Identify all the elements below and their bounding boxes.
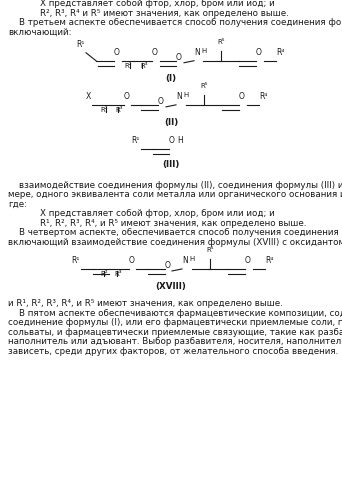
Text: R¹: R¹ — [76, 40, 84, 49]
Text: O: O — [245, 256, 251, 265]
Text: (III): (III) — [162, 160, 180, 169]
Text: В четвертом аспекте, обеспечивается способ получения соединения формулы (I),: В четвертом аспекте, обеспечивается спос… — [8, 228, 342, 237]
Text: где:: где: — [8, 200, 27, 209]
Text: (XVIII): (XVIII) — [156, 282, 186, 291]
Text: R¹: R¹ — [71, 256, 79, 265]
Text: (I): (I) — [166, 74, 176, 82]
Text: R²: R² — [100, 271, 108, 277]
Text: R⁴: R⁴ — [265, 256, 273, 265]
Text: R²: R² — [100, 107, 108, 113]
Text: O: O — [176, 52, 182, 62]
Text: наполнитель или адъювант. Выбор разбавителя, носителя, наполнителя и адъюванта б: наполнитель или адъювант. Выбор разбавит… — [8, 337, 342, 346]
Text: O: O — [165, 261, 171, 270]
Text: мере, одного эквивалента соли металла или органического основания или их комбина: мере, одного эквивалента соли металла ил… — [8, 190, 342, 200]
Text: N: N — [176, 92, 182, 101]
Text: R⁴: R⁴ — [259, 92, 267, 101]
Text: O: O — [256, 48, 262, 56]
Text: O: O — [158, 97, 164, 106]
Text: соединение формулы (I), или его фармацевтически приемлемые соли, гидраты или: соединение формулы (I), или его фармацев… — [8, 318, 342, 327]
Text: взаимодействие соединения формулы (II), соединения формулы (III) и, по крайней: взаимодействие соединения формулы (II), … — [8, 181, 342, 190]
Text: H: H — [183, 92, 188, 98]
Text: N: N — [182, 256, 188, 265]
Text: R³: R³ — [114, 271, 122, 277]
Text: включающий:: включающий: — [8, 28, 71, 36]
Text: R⁵: R⁵ — [217, 39, 225, 45]
Text: O: O — [239, 92, 245, 101]
Text: H: H — [189, 256, 194, 262]
Text: В третьем аспекте обеспечивается способ получения соединения формулы (I),: В третьем аспекте обеспечивается способ … — [8, 18, 342, 27]
Text: R³: R³ — [140, 62, 148, 68]
Text: X представляет собой фтор, хлор, бром или иод; и: X представляет собой фтор, хлор, бром ил… — [40, 0, 275, 8]
Text: R⁴: R⁴ — [276, 48, 285, 56]
Text: X: X — [86, 92, 91, 101]
Text: H: H — [177, 136, 183, 145]
Text: включающий взаимодействие соединения формулы (XVIII) с оксидантом, где:: включающий взаимодействие соединения фор… — [8, 238, 342, 247]
Text: O: O — [152, 48, 158, 56]
Text: R⁵: R⁵ — [200, 83, 208, 89]
Text: R²: R² — [124, 62, 132, 68]
Text: O: O — [124, 92, 130, 101]
Text: R³: R³ — [115, 107, 123, 113]
Text: R², R³, R⁴ и R⁵ имеют значения, как определено выше.: R², R³, R⁴ и R⁵ имеют значения, как опре… — [40, 8, 289, 18]
Text: сольваты, и фармацевтически приемлемые связующие, такие как разбавитель, носител: сольваты, и фармацевтически приемлемые с… — [8, 328, 342, 336]
Text: В пятом аспекте обеспечиваются фармацевтические композиции, содержащие: В пятом аспекте обеспечиваются фармацевт… — [8, 308, 342, 318]
Text: и R¹, R², R³, R⁴, и R⁵ имеют значения, как определено выше.: и R¹, R², R³, R⁴, и R⁵ имеют значения, к… — [8, 299, 283, 308]
Text: O: O — [129, 256, 135, 265]
Text: H: H — [201, 48, 206, 54]
Text: X представляет собой фтор, хлор, бром или иод; и: X представляет собой фтор, хлор, бром ил… — [40, 210, 275, 218]
Text: R¹, R², R³, R⁴, и R⁵ имеют значения, как определено выше.: R¹, R², R³, R⁴, и R⁵ имеют значения, как… — [40, 219, 306, 228]
Text: (II): (II) — [164, 118, 178, 127]
Text: O: O — [114, 48, 120, 56]
Text: N: N — [194, 48, 200, 56]
Text: R⁵: R⁵ — [206, 247, 214, 253]
Text: зависеть, среди других факторов, от желательного способа введения.: зависеть, среди других факторов, от жела… — [8, 346, 338, 356]
Text: O: O — [169, 136, 175, 145]
Text: R¹: R¹ — [131, 136, 140, 145]
